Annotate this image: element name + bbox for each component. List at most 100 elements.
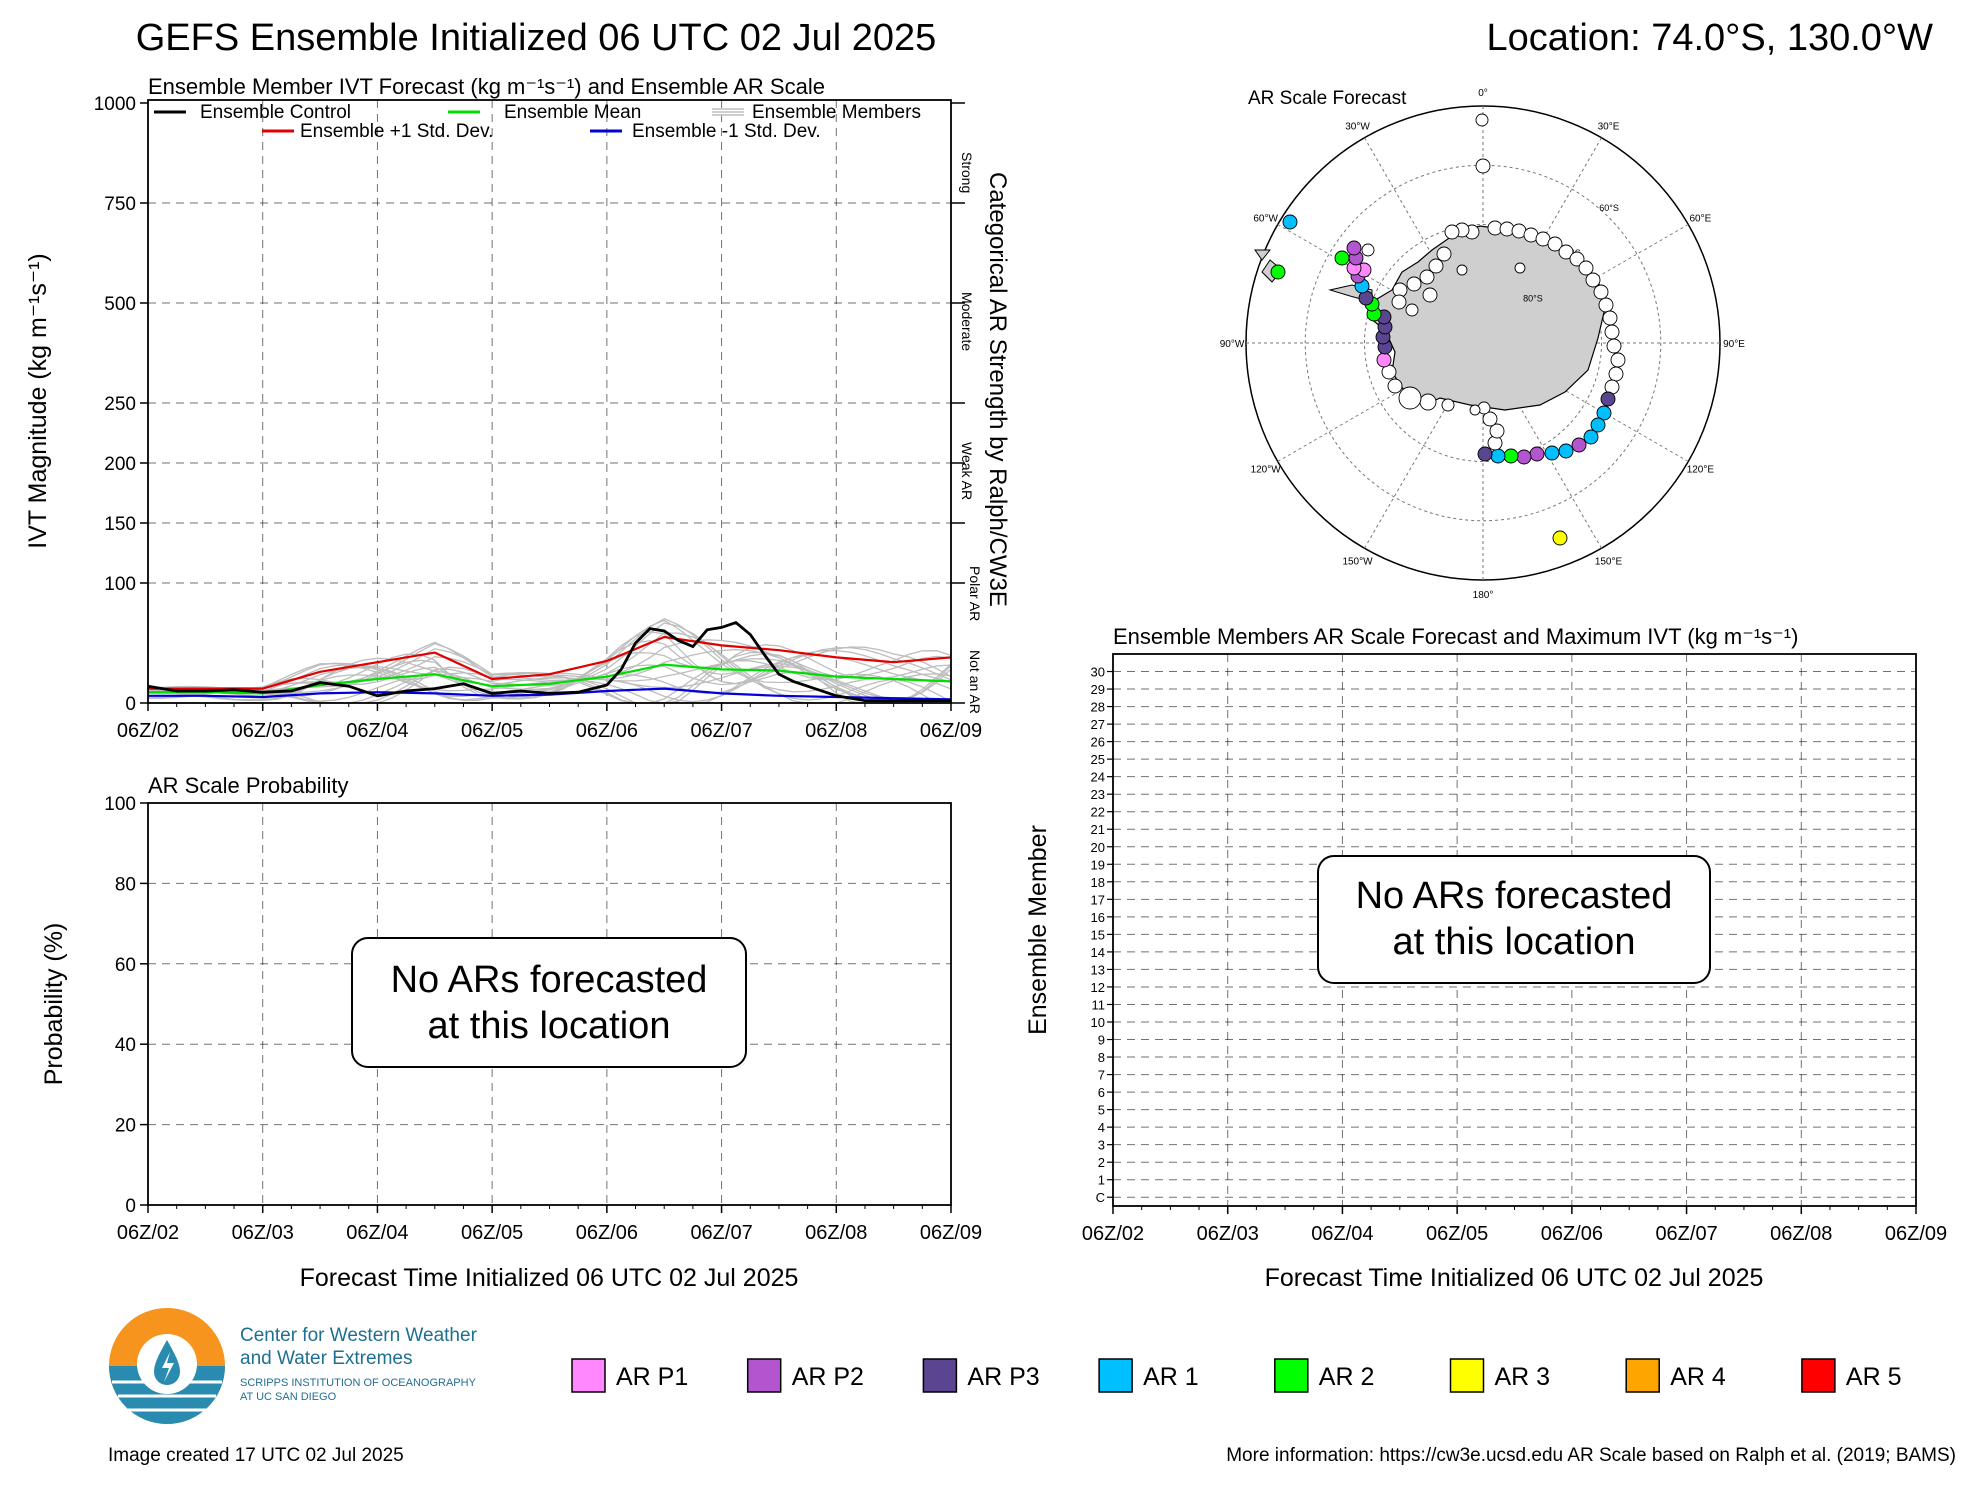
map-lon-label-11: 30°W (1345, 122, 1370, 133)
member-ytick-label-3: 3 (1098, 1138, 1105, 1153)
prob-xtick-label-0: 06Z/02 (117, 1222, 179, 1244)
location-label: Location: 74.0°S, 130.0°W (1486, 17, 1933, 59)
legend-mean-label: Ensemble Mean (504, 102, 641, 123)
member-ytick-label-6: 6 (1098, 1085, 1105, 1100)
ar-legend-label-3: AR 1 (1143, 1363, 1199, 1391)
prob-y-axis-label: Probability (%) (40, 923, 68, 1086)
ensemble-member-line-11 (148, 642, 951, 703)
category-moderate: Moderate (959, 292, 975, 351)
ivt-series (148, 621, 951, 702)
figure-title: GEFS Ensemble Initialized 06 UTC 02 Jul … (136, 17, 937, 59)
map-ar-dot-67 (1428, 258, 1444, 274)
ivt-x-ticks: 06Z/02 06Z/03 06Z/04 06Z/05 06Z/06 06Z/07 06Z/… (117, 703, 982, 742)
ar-legend-swatch-7 (1801, 1358, 1836, 1393)
member-xtick-label-4: 06Z/06 (1541, 1223, 1603, 1245)
member-ytick-label-5: 5 (1098, 1103, 1105, 1118)
ivt-ytick-label-0: 0 (125, 694, 136, 715)
member-y-ticks: C123456789101112131415161718192021222324… (1091, 665, 1113, 1205)
ensemble-member-line-8 (148, 622, 951, 703)
map-ar-dot-41 (1419, 393, 1437, 411)
map-ar-dot-27 (1571, 437, 1587, 453)
ivt-panel-title: Ensemble Member IVT Forecast (kg m⁻¹s⁻¹)… (148, 74, 825, 99)
logo-line-4: AT UC SAN DIEGO (240, 1391, 337, 1403)
map-ar-dot-34 (1477, 446, 1493, 462)
map-lon-label-10: 60°W (1253, 214, 1278, 225)
member-ytick-label-4: 4 (1098, 1120, 1105, 1135)
category-polar-ar: Polar AR (967, 566, 983, 621)
ivt-grid (148, 100, 951, 703)
member-ytick-label-7: 7 (1098, 1068, 1105, 1083)
ar-legend-label-0: AR P1 (616, 1363, 688, 1391)
member-xtick-label-6: 06Z/08 (1770, 1223, 1832, 1245)
map-lon-label-1: 30°E (1598, 122, 1620, 133)
map-ar-dot-68 (1436, 246, 1452, 262)
member-x-axis-label: Forecast Time Initialized 06 UTC 02 Jul … (1265, 1264, 1764, 1292)
map-ar-dot-14 (1585, 272, 1601, 288)
map-lon-label-0: 0° (1478, 88, 1488, 99)
map-ar-dot-24 (1596, 405, 1612, 421)
map-ar-dot-12 (1569, 251, 1585, 267)
ivt-xtick-label-6: 06Z/08 (805, 720, 867, 742)
member-xtick-label-5: 06Z/07 (1655, 1223, 1717, 1245)
ivt-xtick-label-0: 06Z/02 (117, 720, 179, 742)
map-ar-dot-19 (1606, 338, 1622, 354)
ivt-ytick-label-6: 750 (104, 194, 136, 215)
map-ar-dot-4 (1444, 224, 1460, 240)
ensemble-plus-std-line (148, 635, 951, 690)
logo-line-1: Center for Western Weather (240, 1325, 478, 1346)
member-ytick-label-23: 23 (1091, 787, 1105, 802)
ivt-members (148, 617, 951, 703)
ivt-plot-frame (147, 99, 952, 704)
map-lat-label-0: 60°S (1599, 203, 1619, 213)
map-ar-dot-39 (1469, 404, 1481, 416)
ar-legend-swatch-2 (922, 1358, 958, 1393)
ar-legend-label-1: AR P2 (792, 1363, 864, 1391)
map-ar-dot-15 (1593, 284, 1609, 300)
prob-xtick-label-4: 06Z/06 (576, 1222, 638, 1244)
map-panel-title: AR Scale Forecast (1248, 88, 1407, 109)
map-ar-dot-70 (1391, 294, 1407, 310)
map-ar-dot-31 (1516, 449, 1532, 465)
map-panel: AR Scale Forecast 0° 30°E 60°E 90°E 120°E 150… (1220, 88, 1746, 601)
prob-xtick-label-1: 06Z/03 (232, 1222, 294, 1244)
ivt-xtick-label-1: 06Z/03 (232, 720, 294, 742)
member-no-ar-box (1317, 855, 1711, 984)
ar-legend-swatch-1 (746, 1358, 782, 1393)
prob-ytick-label-2: 40 (115, 1035, 136, 1056)
member-ytick-label-27: 27 (1091, 717, 1105, 732)
map-ar-dot-69 (1422, 287, 1438, 303)
category-weak-ar: Weak AR (959, 442, 975, 500)
ar-legend-label-5: AR 3 (1495, 1363, 1551, 1391)
map-ar-dot-21 (1608, 366, 1624, 382)
map-ar-dot-61 (1270, 264, 1286, 280)
ar-legend-label-2: AR P3 (967, 1363, 1039, 1391)
member-ytick-label-30: 30 (1091, 665, 1105, 680)
map-ar-dot-59 (1334, 250, 1350, 266)
logo-line-3: SCRIPPS INSTITUTION OF OCEANOGRAPHY (240, 1377, 477, 1389)
map-ar-dot-18 (1604, 324, 1620, 340)
member-y-axis-label: Ensemble Member (1024, 825, 1052, 1035)
legend-members-label: Ensemble Members (752, 102, 921, 123)
map-ar-dot-11 (1558, 244, 1574, 260)
ar-legend-swatch-0 (571, 1358, 606, 1393)
map-ar-dot-13 (1578, 260, 1594, 276)
map-lon-label-2: 60°E (1689, 214, 1711, 225)
map-lon-label-3: 90°E (1723, 339, 1745, 350)
member-ytick-label-20: 20 (1091, 840, 1105, 855)
map-lon-label-7: 150°W (1342, 556, 1373, 567)
map-lon-label-9: 90°W (1220, 339, 1245, 350)
ar-legend-swatch-4 (1274, 1358, 1309, 1393)
member-ytick-label-22: 22 (1091, 805, 1105, 820)
ivt-ytick-label-1: 100 (104, 574, 136, 595)
ar-legend-label-7: AR 5 (1846, 1363, 1902, 1391)
map-ar-dot-1 (1475, 113, 1489, 127)
member-no-ar-line1: No ARs forecasted (1356, 875, 1673, 917)
member-xtick-label-3: 06Z/05 (1426, 1223, 1488, 1245)
ivt-ytick-label-4: 250 (104, 394, 136, 415)
map-lon-label-6: 180° (1473, 590, 1494, 601)
ivt-ytick-label-5: 500 (104, 294, 136, 315)
prob-ytick-label-5: 100 (104, 794, 136, 815)
ar-legend-swatch-5 (1449, 1358, 1485, 1393)
map-ar-dot-37 (1482, 411, 1498, 427)
ivt-y-axis-label: IVT Magnitude (kg m⁻¹s⁻¹) (24, 253, 52, 548)
